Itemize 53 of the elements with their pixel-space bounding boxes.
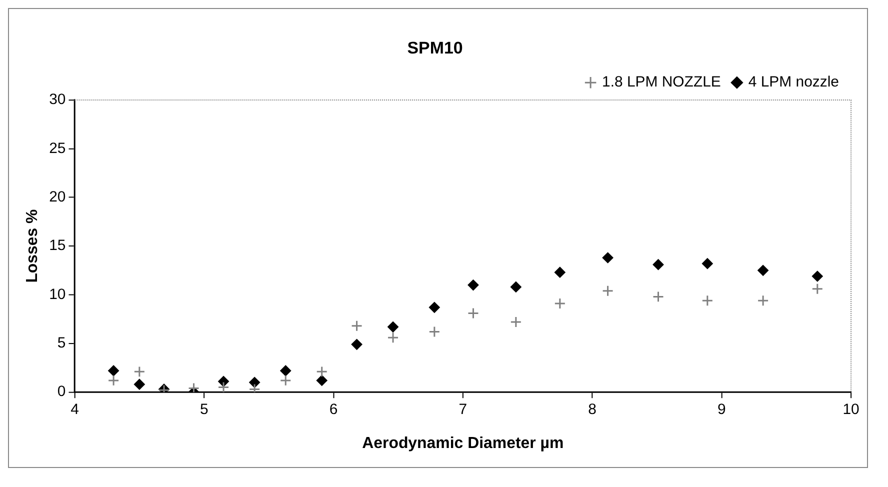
point: [554, 298, 566, 310]
point: [351, 338, 362, 350]
y-tick-label: 15: [49, 237, 66, 254]
point: [652, 259, 664, 270]
point: [757, 294, 769, 306]
point: [428, 302, 440, 313]
chart-title: SPM10: [407, 38, 463, 58]
point: [218, 382, 230, 392]
x-tick-label: 5: [200, 401, 208, 418]
y-tick-label: 20: [49, 188, 66, 206]
point: [602, 285, 614, 297]
point: [510, 316, 522, 328]
point: [510, 281, 522, 292]
x-tick-label: 6: [329, 401, 338, 418]
point: [249, 376, 260, 388]
point: [316, 374, 328, 386]
y-tick-label: 5: [57, 334, 66, 352]
point: [108, 365, 120, 376]
y-tick-label: 25: [49, 140, 66, 157]
y-tick-label: 30: [49, 91, 66, 108]
point: [652, 290, 664, 302]
point: [812, 270, 823, 282]
point: [812, 283, 824, 295]
point: [702, 258, 713, 270]
y-tick-label: 0: [57, 383, 66, 400]
point: [467, 308, 479, 319]
y-axis-title: Losses %: [24, 209, 41, 283]
point: [758, 264, 769, 276]
point: [387, 332, 399, 344]
point: [280, 365, 292, 376]
y-tick-label: 10: [49, 286, 66, 303]
point: [702, 294, 714, 306]
point: [428, 326, 440, 338]
point: [554, 266, 566, 278]
x-tick-label: 9: [717, 401, 726, 418]
point: [388, 321, 399, 332]
point: [108, 374, 120, 386]
x-tick-label: 8: [588, 401, 596, 418]
point: [134, 366, 146, 378]
point: [188, 382, 200, 392]
legend-label: 1.8 LPM NOZZLE: [602, 74, 721, 91]
point: [134, 378, 145, 390]
x-axis-title: Aerodynamic Diameter µm: [362, 434, 564, 452]
x-tick-label: 4: [70, 401, 79, 418]
point: [316, 366, 328, 378]
point: [248, 383, 260, 392]
x-tick-label: 7: [458, 401, 468, 418]
x-tick-label: 10: [842, 401, 860, 418]
legend-label: 4 LPM nozzle: [748, 74, 840, 91]
point: [602, 252, 614, 264]
point: [468, 280, 479, 290]
point: [351, 320, 363, 332]
point: [280, 374, 292, 386]
